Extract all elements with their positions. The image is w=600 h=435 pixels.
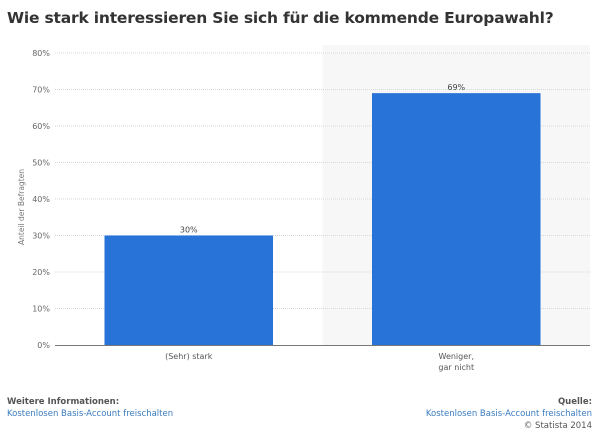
data-label: 30% (180, 226, 198, 235)
x-tick-label: Weniger, (439, 352, 475, 361)
source-heading: Quelle: (557, 397, 592, 407)
more-info-heading: Weitere Informationen: (7, 397, 120, 407)
source-account-link[interactable]: Kostenlosen Basis-Account freischalten (425, 409, 592, 419)
y-tick-label: 80% (32, 49, 50, 58)
y-tick-label: 60% (32, 122, 50, 131)
copyright-text: © Statista 2014 (523, 421, 592, 431)
bar (371, 93, 541, 346)
footer-source: Quelle: Kostenlosen Basis-Account freisc… (426, 396, 592, 432)
bar (104, 235, 274, 345)
y-tick-label: 50% (32, 159, 50, 168)
y-axis-label: Anteil der Befragten (17, 169, 26, 245)
y-tick-label: 10% (32, 305, 50, 314)
y-tick-label: 40% (32, 195, 50, 204)
y-tick-label: 0% (37, 341, 50, 350)
data-label: 69% (447, 83, 465, 92)
x-tick-label: gar nicht (438, 363, 474, 372)
free-account-link[interactable]: Kostenlosen Basis-Account freischalten (7, 409, 174, 419)
footer-more-info: Weitere Informationen: Kostenlosen Basis… (7, 396, 173, 420)
chart-title: Wie stark interessieren Sie sich für die… (7, 9, 554, 27)
x-tick-label: (Sehr) stark (165, 352, 213, 361)
bar-chart: 0% 10% 20% 30% 40% 50% 60% 70% 80% Anteil der Bef… (17, 49, 590, 372)
y-tick-label: 20% (32, 268, 50, 277)
y-tick-label: 30% (32, 232, 50, 241)
y-tick-label: 70% (32, 86, 50, 95)
